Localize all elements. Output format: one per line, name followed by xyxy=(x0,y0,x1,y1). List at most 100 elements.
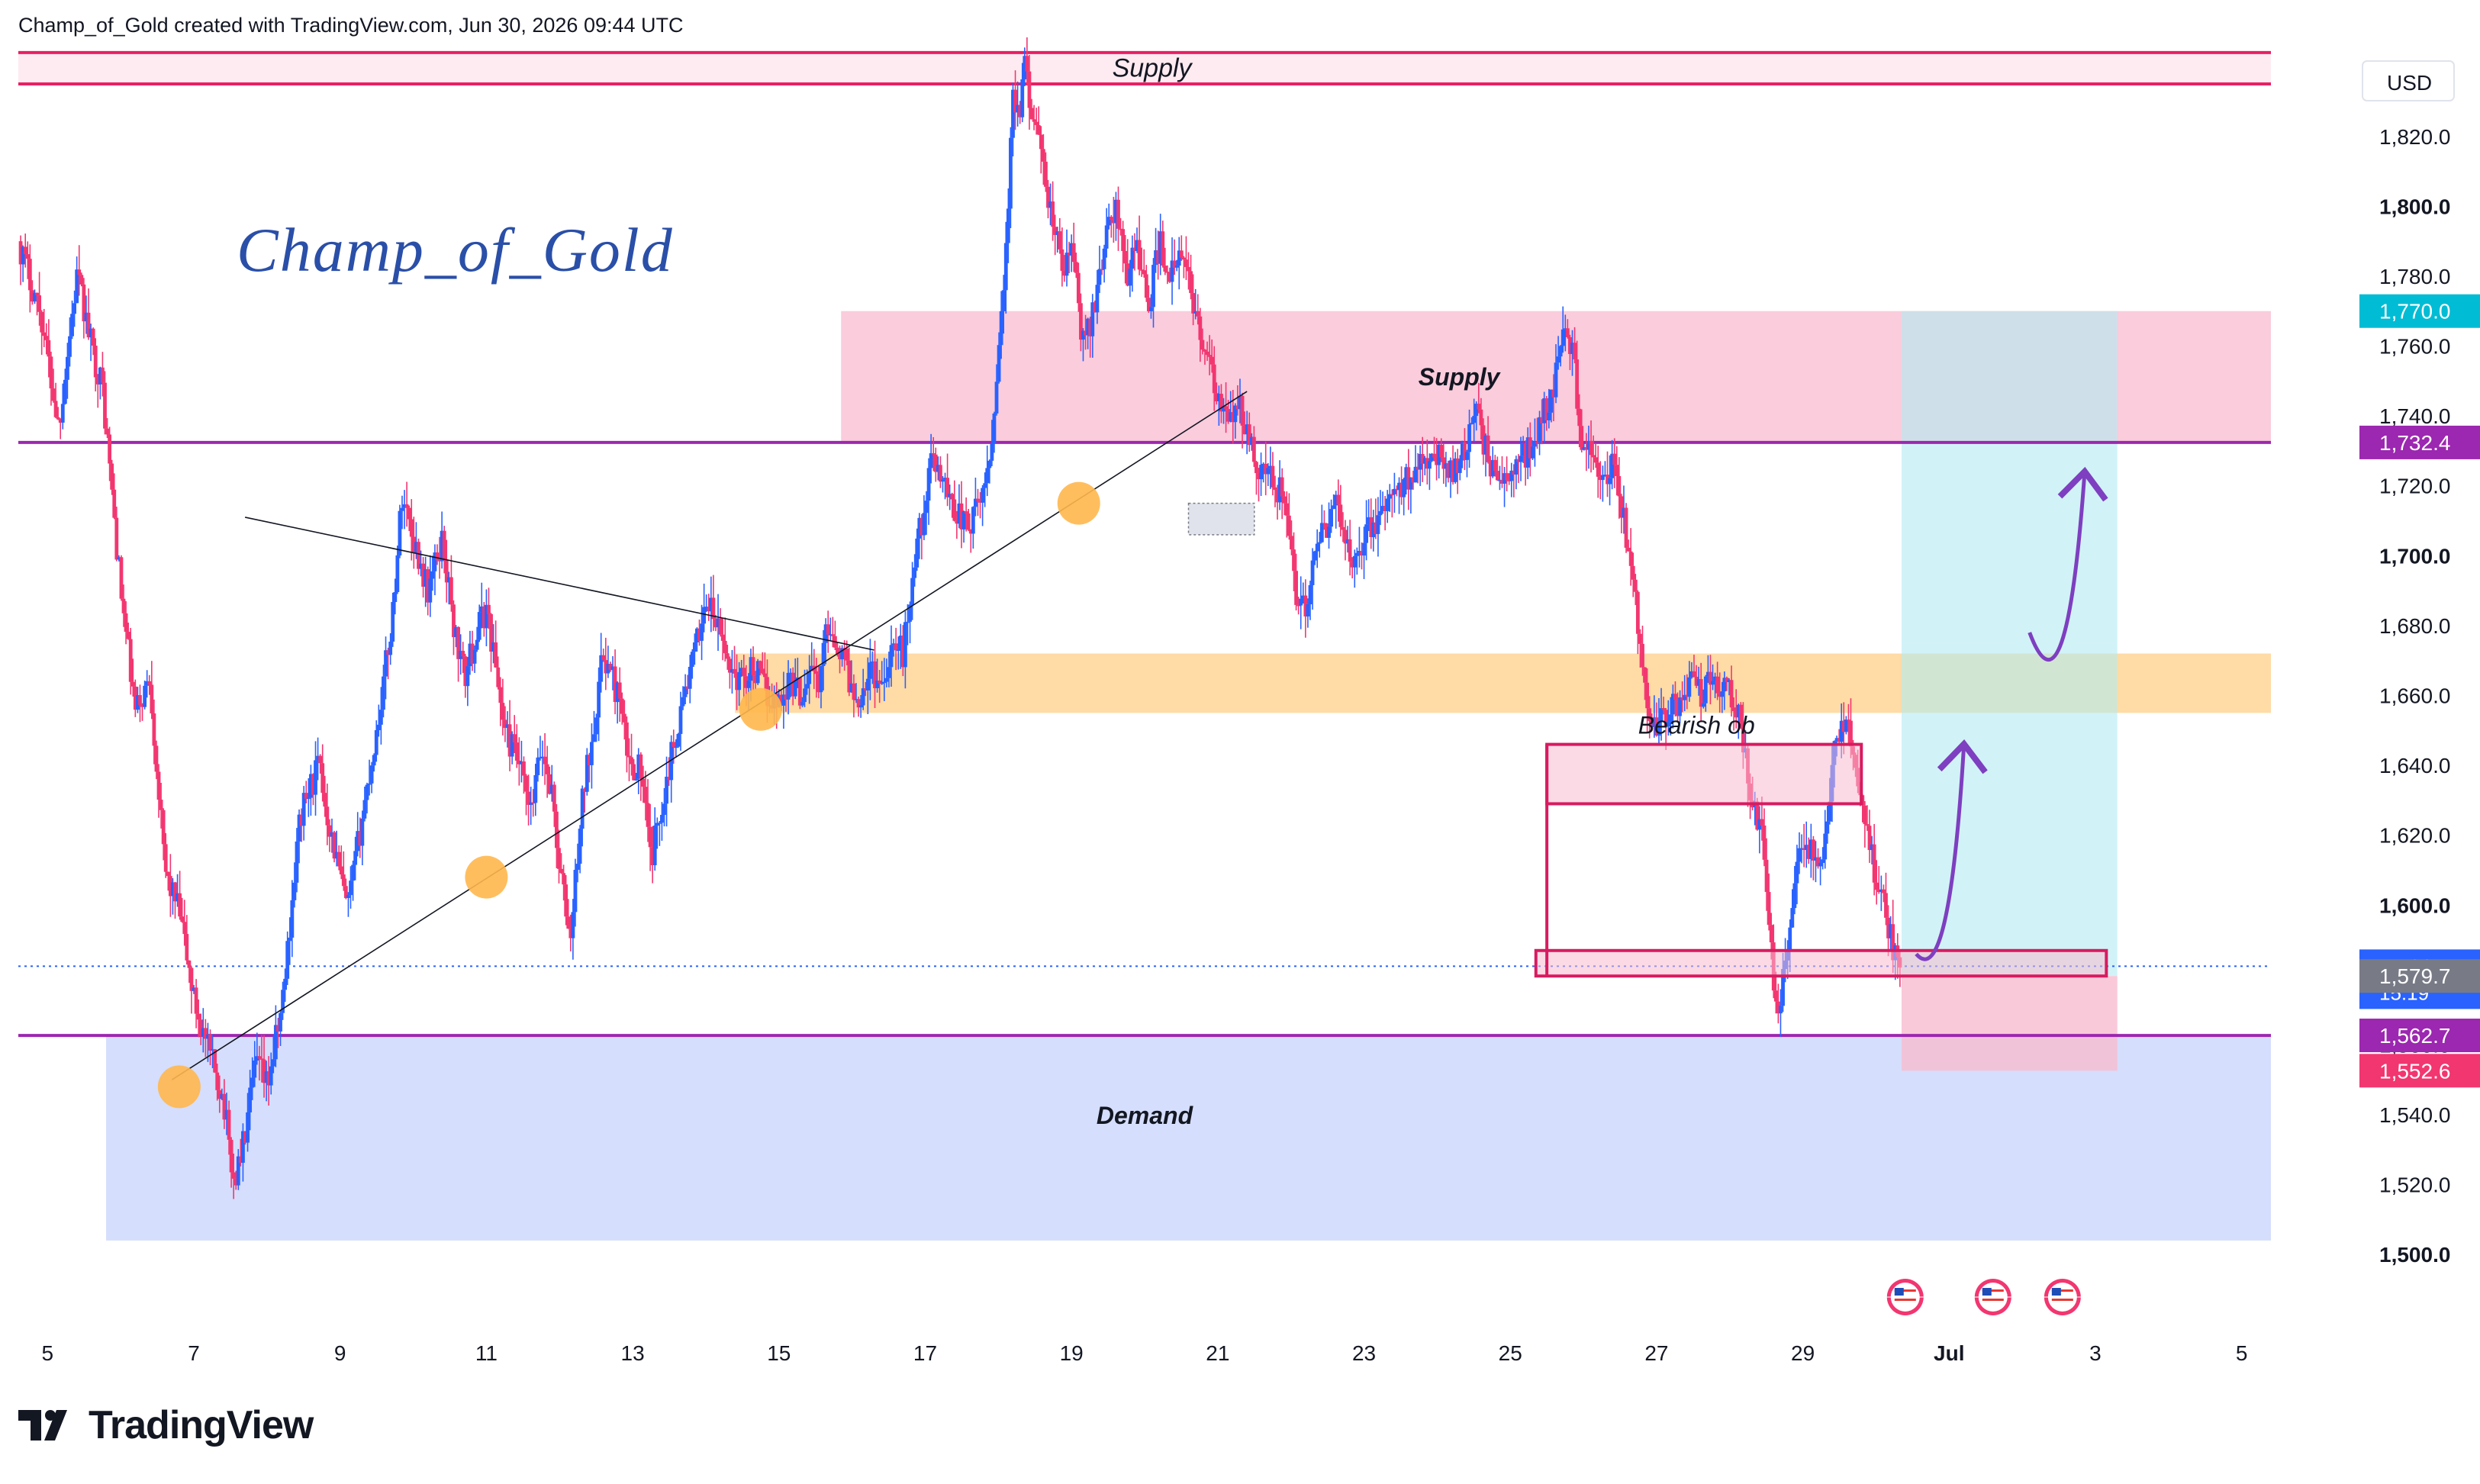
candle-body xyxy=(608,664,613,671)
candle-body xyxy=(1376,515,1380,534)
candle-body xyxy=(1158,231,1163,264)
candle-body xyxy=(1652,717,1657,727)
candle-body xyxy=(1446,463,1451,478)
candle-body xyxy=(461,651,465,657)
candle-body xyxy=(1650,720,1654,727)
candle-body xyxy=(369,765,374,784)
price-tick-label: 1,720.0 xyxy=(2379,475,2450,498)
candle-body xyxy=(384,650,388,677)
currency-label[interactable]: USD xyxy=(2387,71,2432,95)
candle-body xyxy=(575,864,580,871)
candle-body xyxy=(1430,453,1434,462)
candle-body xyxy=(1058,231,1062,249)
candle-body xyxy=(156,771,161,800)
candle-body xyxy=(758,661,762,669)
candle-body xyxy=(449,577,453,605)
candle-body xyxy=(695,628,699,642)
candle-body xyxy=(316,755,320,761)
candle-body xyxy=(1312,551,1317,561)
candle-body xyxy=(452,604,456,638)
candle-body xyxy=(482,606,486,629)
candle-body xyxy=(306,797,311,800)
candle-body xyxy=(222,1093,227,1120)
candle-body xyxy=(1209,356,1214,365)
candle-body xyxy=(318,755,323,764)
candle-body xyxy=(208,1034,212,1051)
candle-body xyxy=(1088,318,1093,336)
time-tick-label: 7 xyxy=(188,1341,200,1365)
candle-body xyxy=(1516,459,1521,462)
candle-body xyxy=(136,695,140,710)
candle-body xyxy=(1360,551,1364,556)
candle-body xyxy=(868,662,872,679)
candle-body xyxy=(1612,453,1617,465)
candle-body xyxy=(1635,591,1640,634)
us-flag-stripe xyxy=(2051,1303,2073,1305)
candle-body xyxy=(159,800,163,810)
candle-body xyxy=(1683,694,1687,700)
us-flag-stripe xyxy=(1894,1303,1916,1305)
candle-body xyxy=(374,729,378,755)
tradingview-logo[interactable]: TradingView xyxy=(18,1402,314,1448)
candle-body xyxy=(856,699,861,708)
candle-body xyxy=(1773,990,1778,1002)
candle-body xyxy=(900,636,905,668)
candle-body xyxy=(388,641,393,655)
candle-body xyxy=(929,453,933,468)
chart-attribution: Champ_of_Gold created with TradingView.c… xyxy=(18,14,684,37)
candle-body xyxy=(1062,270,1067,276)
candle-body xyxy=(1821,859,1825,864)
candle-body xyxy=(849,683,854,693)
candle-body xyxy=(655,822,659,826)
candle-body xyxy=(826,624,830,635)
candle-body xyxy=(845,649,849,661)
time-tick-label: 23 xyxy=(1352,1341,1376,1365)
candle-body xyxy=(63,379,67,404)
candle-body xyxy=(1399,482,1404,497)
candle-body xyxy=(955,520,959,524)
candle-body xyxy=(117,557,121,560)
candle-body xyxy=(27,259,32,291)
candle-body xyxy=(145,681,150,686)
candle-body xyxy=(871,661,874,663)
zone-top-supply-label: Supply xyxy=(1113,53,1193,82)
candle-body xyxy=(994,381,999,414)
candle-body xyxy=(507,724,512,757)
candle-body xyxy=(1884,893,1888,918)
candle-body xyxy=(1093,302,1097,313)
candle-body xyxy=(887,667,891,678)
candle-body xyxy=(1416,466,1420,470)
drawings-layer: Bearish ob xyxy=(157,391,2108,1315)
candle-body xyxy=(351,864,355,881)
candle-body xyxy=(152,713,156,746)
candle-body xyxy=(1011,89,1015,138)
candle-body xyxy=(35,292,39,296)
candle-body xyxy=(1495,471,1499,481)
candle-body xyxy=(620,698,624,714)
candle-body xyxy=(1067,253,1071,256)
price-tick-label: 1,740.0 xyxy=(2379,404,2450,428)
candle-body xyxy=(910,578,914,605)
candle-body xyxy=(1638,633,1642,644)
candle-body xyxy=(1680,697,1685,700)
candle-body xyxy=(580,788,585,829)
candle-body xyxy=(334,851,339,859)
candle-body xyxy=(1074,262,1078,273)
us-flag-stripe xyxy=(1982,1289,2004,1292)
candle-body xyxy=(1525,437,1530,468)
us-flag-stripe xyxy=(2051,1299,2073,1301)
candle-body xyxy=(1692,671,1696,677)
candle-body xyxy=(1327,526,1331,538)
candle-body xyxy=(1261,463,1266,465)
price-label: 1,552.6 xyxy=(2379,1059,2450,1083)
candle-body xyxy=(487,604,491,614)
candle-body xyxy=(878,680,882,684)
candle-body xyxy=(816,674,821,693)
candle-body xyxy=(1114,199,1118,224)
candle-body xyxy=(154,745,159,772)
candle-body xyxy=(585,755,589,792)
candle-body xyxy=(42,332,47,336)
candle-body xyxy=(936,465,940,472)
candle-body xyxy=(1509,470,1514,481)
